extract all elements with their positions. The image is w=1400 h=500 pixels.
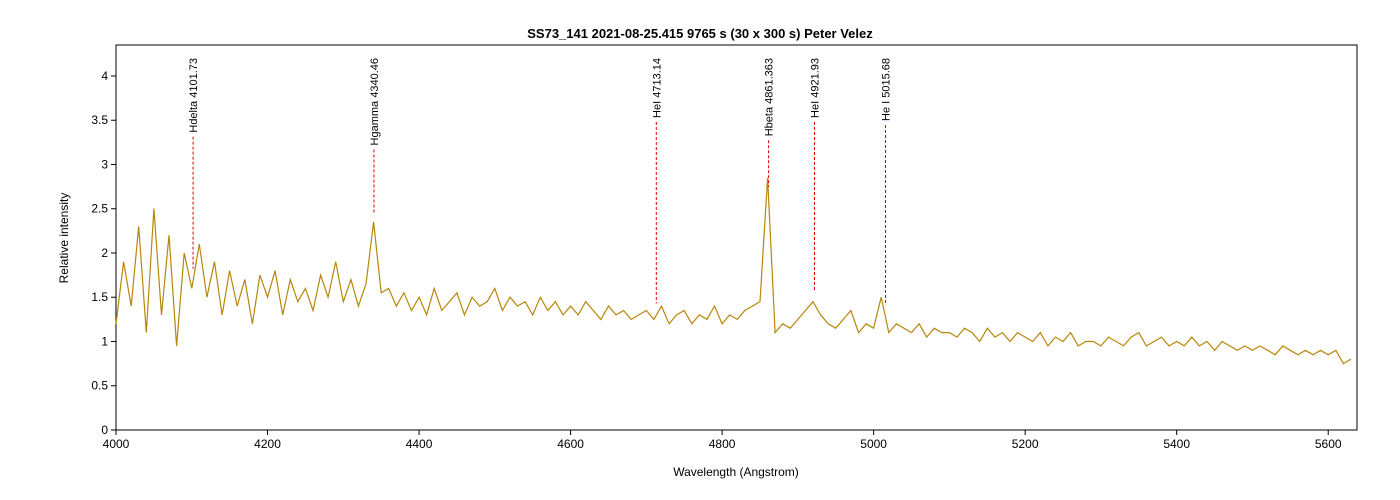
y-tick-label: 2.5 (91, 202, 108, 216)
annotation-label: Hgamma 4340.46 (369, 58, 381, 145)
y-tick-label: 2 (101, 246, 108, 260)
annotation-label: HeI 4713.14 (651, 58, 663, 118)
x-tick-label: 5000 (860, 437, 887, 451)
x-tick-label: 5200 (1012, 437, 1039, 451)
y-axis-label: Relative intensity (57, 193, 71, 284)
x-axis-label: Wavelength (Angstrom) (673, 465, 799, 479)
y-tick-label: 1 (101, 334, 108, 348)
x-tick-label: 4600 (557, 437, 584, 451)
chart-title: SS73_141 2021-08-25.415 9765 s (30 x 300… (527, 26, 873, 41)
y-tick-label: 1.5 (91, 290, 108, 304)
annotation-label: Hbeta 4861.363 (764, 58, 776, 136)
x-tick-label: 5400 (1163, 437, 1190, 451)
y-tick-label: 3 (101, 157, 108, 171)
y-tick-label: 4 (101, 69, 108, 83)
plot-frame (115, 44, 1358, 431)
annotation-label: He I 5015.68 (881, 58, 893, 121)
annotation-label: HeI 4921.93 (809, 58, 821, 118)
x-tick-label: 5600 (1315, 437, 1342, 451)
x-tick-label: 4400 (406, 437, 433, 451)
spectrum-line (115, 177, 1352, 365)
x-tick-label: 4800 (709, 437, 736, 451)
y-tick-label: 3.5 (91, 113, 108, 127)
x-tick-label: 4000 (103, 437, 130, 451)
x-tick-label: 4200 (254, 437, 281, 451)
y-tick-label: 0 (101, 423, 108, 437)
annotation-label: Hdelta 4101.73 (188, 58, 200, 133)
y-tick-label: 0.5 (91, 379, 108, 393)
